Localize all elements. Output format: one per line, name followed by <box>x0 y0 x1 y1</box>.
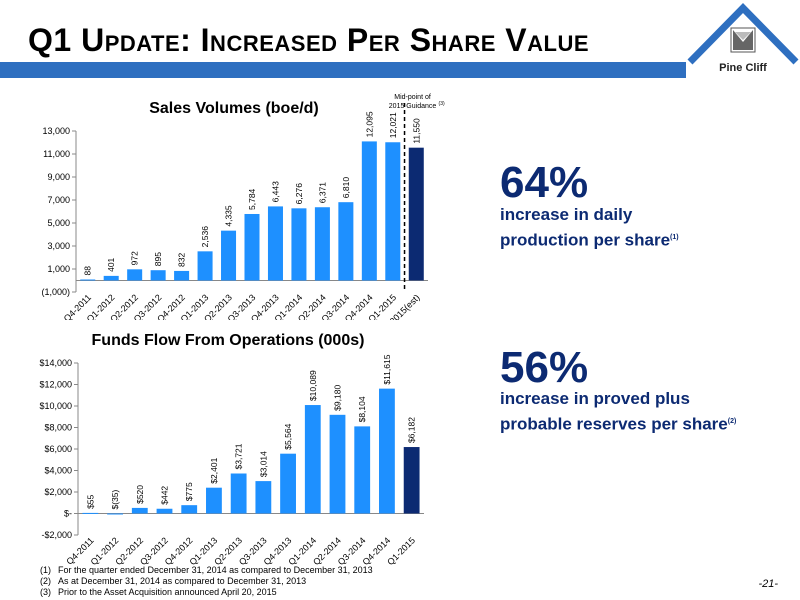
y-tick-label: 7,000 <box>47 195 70 205</box>
data-label: $9,180 <box>333 385 343 411</box>
bar <box>221 230 237 281</box>
y-tick-label: 9,000 <box>47 172 70 182</box>
y-tick-label: $12,000 <box>39 380 72 390</box>
y-tick-label: $6,000 <box>44 444 72 454</box>
y-tick-label: $8,000 <box>44 423 72 433</box>
bar <box>244 213 260 281</box>
bar <box>361 141 377 281</box>
bar <box>156 508 173 514</box>
funds-flow-chart: Funds Flow From Operations (000s) -$2,000… <box>39 332 424 567</box>
data-label: $5,564 <box>283 423 293 449</box>
data-label: $(35) <box>110 489 120 509</box>
chart-title: Funds Flow From Operations (000s) <box>92 332 365 349</box>
bar <box>230 473 247 514</box>
y-tick-label: $4,000 <box>44 466 72 476</box>
data-label: $3,014 <box>258 451 268 477</box>
data-label: $6,182 <box>407 417 417 443</box>
bar <box>291 208 307 281</box>
data-label: $55 <box>85 494 95 508</box>
bar <box>267 206 283 281</box>
y-tick-label: -$2,000 <box>41 530 72 540</box>
y-tick-label: 1,000 <box>47 264 70 274</box>
bar <box>107 513 123 515</box>
y-tick-label: $- <box>64 509 72 519</box>
bar <box>379 388 395 514</box>
bar <box>314 207 330 281</box>
footnote-2: (2) As at December 31, 2014 as compared t… <box>40 576 307 586</box>
reserves-stat-note: (2) <box>727 418 737 425</box>
data-label: 6,371 <box>317 182 327 204</box>
guidance-annotation-note: (3) <box>439 101 445 107</box>
y-tick-label: 11,000 <box>43 149 70 159</box>
bar <box>103 275 119 281</box>
data-label: 6,276 <box>294 183 304 205</box>
y-tick-label: $2,000 <box>44 487 72 497</box>
data-label: 6,810 <box>341 177 351 199</box>
production-stat-value: 64% <box>500 158 589 207</box>
reserves-stat-value: 56% <box>500 343 589 392</box>
data-label: 11,550 <box>411 118 421 144</box>
reserves-stat-line2: probable reserves per share <box>500 414 728 434</box>
bar <box>255 481 272 514</box>
bar <box>131 507 148 514</box>
bar <box>408 147 424 281</box>
data-label: $10,089 <box>308 370 318 401</box>
data-label: $775 <box>184 482 194 501</box>
data-label: 88 <box>83 266 93 276</box>
data-label: 6,443 <box>270 181 280 203</box>
page-title: Q1 Update: Increased Per Share Value <box>28 22 590 58</box>
data-label: 12,095 <box>364 111 374 137</box>
data-label: 972 <box>130 251 140 265</box>
data-label: $8,104 <box>357 396 367 422</box>
bar <box>174 270 190 281</box>
footnote-1: (1) For the quarter ended December 31, 20… <box>40 565 373 575</box>
bar <box>280 453 296 514</box>
bar <box>329 414 346 514</box>
data-label: $2,401 <box>209 457 219 483</box>
data-label: 895 <box>153 252 163 266</box>
y-tick-label: 5,000 <box>47 218 70 228</box>
bar <box>197 251 213 281</box>
y-tick-label: (1,000) <box>41 287 70 297</box>
bar <box>385 142 401 281</box>
bar <box>354 426 371 514</box>
bar <box>206 487 222 514</box>
reserves-stat-line1: increase in proved plus <box>500 389 690 408</box>
production-stat-line1: increase in daily <box>500 205 633 224</box>
pine-cliff-logo: Pine Cliff <box>686 3 800 80</box>
guidance-annotation: Mid-point of 2015 Guidance <box>389 94 437 110</box>
y-tick-label: 13,000 <box>42 126 70 136</box>
production-stat-note: (1) <box>670 234 679 241</box>
footnote-3: (3) Prior to the Asset Acquisition announ… <box>40 587 277 597</box>
data-label: 5,784 <box>247 188 257 210</box>
data-label: 2,536 <box>200 226 210 248</box>
data-label: 401 <box>106 257 116 271</box>
reserves-stat-label: increase in proved plus probable reserve… <box>500 387 736 436</box>
data-label: $442 <box>160 486 170 505</box>
bar <box>150 270 166 281</box>
y-tick-label: $14,000 <box>39 358 72 368</box>
bar <box>127 269 143 281</box>
logo-text: Pine Cliff <box>719 62 767 74</box>
bar <box>304 405 321 514</box>
data-label: 12,021 <box>388 112 398 138</box>
bar <box>181 505 198 514</box>
data-label: 832 <box>177 252 187 266</box>
bar <box>403 447 420 514</box>
y-tick-label: $10,000 <box>39 401 72 411</box>
page-number: -21- <box>758 578 778 590</box>
data-label: $11,615 <box>382 354 392 384</box>
sales-volumes-chart: Sales Volumes (boe/d) (1,000) 1,000 3,000 5,… <box>41 94 445 320</box>
production-stat-line2: production per share <box>500 230 671 250</box>
production-stat-label: increase in daily production per share(1… <box>500 203 679 252</box>
bar <box>82 512 99 514</box>
bar <box>80 279 96 281</box>
bar <box>338 202 354 281</box>
data-label: $520 <box>135 485 145 504</box>
data-label: $3,721 <box>234 443 244 469</box>
y-tick-label: 3,000 <box>47 241 70 251</box>
chart-title: Sales Volumes (boe/d) <box>149 100 319 117</box>
header-band <box>0 62 800 78</box>
data-label: 4,335 <box>224 205 234 227</box>
